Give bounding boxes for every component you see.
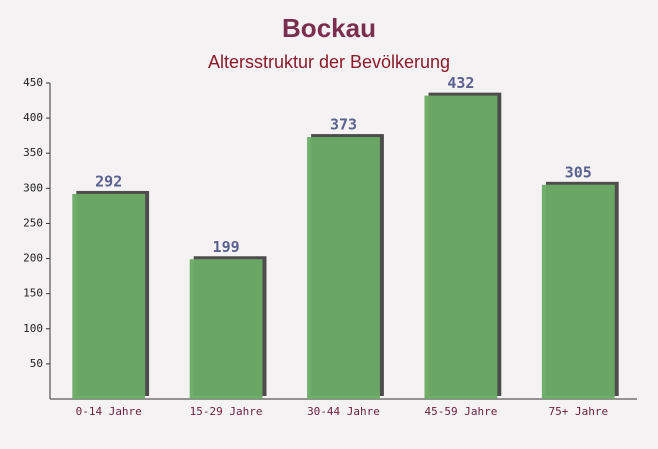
y-tick-label: 100 [23, 322, 43, 335]
value-label: 305 [565, 163, 592, 181]
x-tick-label: 15-29 Jahre [190, 405, 263, 418]
x-tick-label: 75+ Jahre [548, 405, 608, 418]
x-tick-label: 30-44 Jahre [307, 405, 380, 418]
bar [424, 95, 498, 399]
y-tick-label: 250 [23, 216, 43, 229]
value-label: 199 [213, 238, 240, 256]
chart-subtitle: Altersstruktur der Bevölkerung [208, 52, 450, 72]
x-tick-label: 45-59 Jahre [424, 405, 497, 418]
y-tick-label: 300 [23, 181, 43, 194]
x-tick-label: 0-14 Jahre [76, 405, 142, 418]
bar [72, 193, 146, 399]
y-tick-label: 400 [23, 111, 43, 124]
bar [541, 184, 615, 399]
y-tick-label: 150 [23, 287, 43, 300]
y-tick-label: 200 [23, 252, 43, 265]
value-label: 292 [95, 172, 122, 190]
value-label: 432 [447, 74, 474, 92]
y-tick-label: 450 [23, 76, 43, 89]
bar [307, 137, 380, 399]
bar [189, 259, 263, 399]
chart-title: Bockau [282, 13, 376, 43]
y-tick-label: 50 [30, 357, 43, 370]
value-label: 373 [330, 116, 357, 134]
y-tick-label: 350 [23, 146, 43, 159]
